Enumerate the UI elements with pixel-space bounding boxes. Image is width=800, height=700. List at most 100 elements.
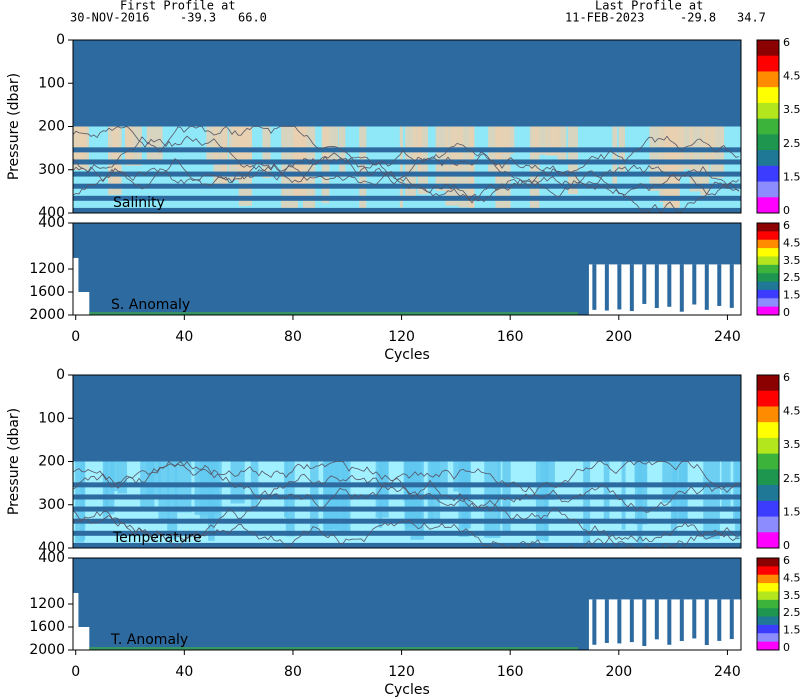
colorbar-cell [757, 150, 779, 167]
patch [662, 461, 672, 503]
patch [74, 126, 86, 167]
y-tick-label: 400 [38, 205, 65, 221]
colorbar-label: 3.5 [783, 589, 800, 602]
first-profile-label: First Profile at [120, 0, 236, 13]
profile-column [679, 264, 684, 312]
colorbar-cell [757, 616, 779, 626]
colorbar-label: 6 [783, 554, 790, 567]
patch [399, 126, 403, 208]
patch [427, 461, 433, 524]
colorbar-cell [757, 223, 779, 232]
stripe [73, 159, 741, 165]
profile-column [592, 599, 597, 645]
y-tick-label: 400 [38, 550, 65, 566]
patch [603, 461, 610, 523]
y-tick-label: 100 [38, 410, 65, 426]
patch [637, 461, 643, 546]
y-tick-label: 1600 [29, 619, 65, 635]
patch [321, 126, 330, 204]
blank [73, 592, 79, 650]
colorbar-cell [757, 281, 779, 291]
colorbar-cell [757, 55, 779, 72]
colorbar-frame [756, 39, 780, 214]
patch [75, 461, 85, 543]
profile-column [667, 264, 672, 307]
colorbar-label: 1.5 [783, 624, 800, 637]
colorbar-cell [757, 181, 779, 198]
x-tick-label: 40 [175, 664, 193, 680]
colorbar-cell [757, 306, 779, 316]
field [73, 223, 741, 315]
last-profile-label: Last Profile at [595, 0, 703, 13]
colorbar-label: 6 [783, 36, 790, 49]
profile-column [667, 599, 672, 645]
colorbar-cell [757, 165, 779, 183]
colorbar-label: 2.5 [783, 606, 800, 619]
y-tick-label: 100 [38, 75, 65, 91]
x-axis-label: Cycles [384, 682, 430, 698]
colorbar-cell [757, 532, 779, 549]
blank [73, 292, 90, 315]
profile-column [692, 599, 697, 639]
stripe [73, 542, 741, 548]
x-tick-label: 80 [284, 664, 302, 680]
first-lon: 66.0 [238, 11, 267, 25]
profile-column [717, 264, 722, 306]
profile-column [729, 599, 734, 640]
y-tick-label: 400 [38, 215, 65, 231]
y-tick-label: 0 [56, 367, 65, 383]
x-tick-label: 200 [605, 329, 632, 345]
colorbar-cell [757, 422, 779, 439]
profile-column [629, 264, 634, 311]
x-tick-label: 240 [714, 664, 741, 680]
x-tick-label: 120 [388, 664, 415, 680]
blank [73, 627, 90, 650]
patch [194, 461, 211, 515]
colorbar-cell [757, 641, 779, 651]
profile-column [629, 599, 634, 643]
colorbar-label: 4.5 [783, 571, 800, 584]
colorbar-label: 3.5 [783, 254, 800, 267]
x-tick-label: 0 [71, 664, 80, 680]
colorbar-label: 3.5 [783, 103, 800, 116]
patch [733, 461, 741, 524]
colorbar-cell [757, 273, 779, 283]
colorbar-cell [757, 437, 779, 455]
profile-column [679, 599, 684, 641]
colorbar-label: 0 [783, 204, 790, 217]
colorbar-label: 1.5 [783, 289, 800, 302]
profile-column [704, 264, 709, 310]
colorbar-cell [757, 71, 779, 88]
contour-line [73, 468, 740, 548]
colorbar-cell [757, 298, 779, 308]
blank [588, 599, 741, 650]
bottom-strip [89, 647, 579, 650]
colorbar-label: 0 [783, 539, 790, 552]
patch [703, 461, 720, 540]
first-lat: -39.3 [180, 11, 216, 25]
patch [210, 461, 222, 521]
profile-column [617, 599, 622, 644]
panel-label: Temperature [112, 530, 202, 546]
patch [158, 461, 170, 524]
colorbar-cell [757, 599, 779, 609]
contour-line [73, 135, 740, 196]
colorbar-label: 0 [783, 306, 790, 319]
colorbar-cell [757, 591, 779, 601]
blank [588, 264, 741, 315]
colorbar-cell [757, 406, 779, 423]
y-axis-label: Pressure (dbar) [6, 408, 22, 515]
patch [557, 126, 567, 165]
stripe [73, 530, 741, 536]
patch [649, 126, 662, 191]
colorbar-cell [757, 231, 779, 241]
x-tick-label: 120 [388, 329, 415, 345]
field [73, 375, 741, 548]
y-tick-label: 1200 [29, 596, 65, 612]
colorbar-cell [757, 375, 779, 392]
x-tick-label: 0 [71, 329, 80, 345]
panel-label: T. Anomaly [110, 632, 188, 648]
colorbar-cell [757, 390, 779, 407]
y-tick-label: 0 [56, 32, 65, 48]
colorbar-cell [757, 40, 779, 57]
